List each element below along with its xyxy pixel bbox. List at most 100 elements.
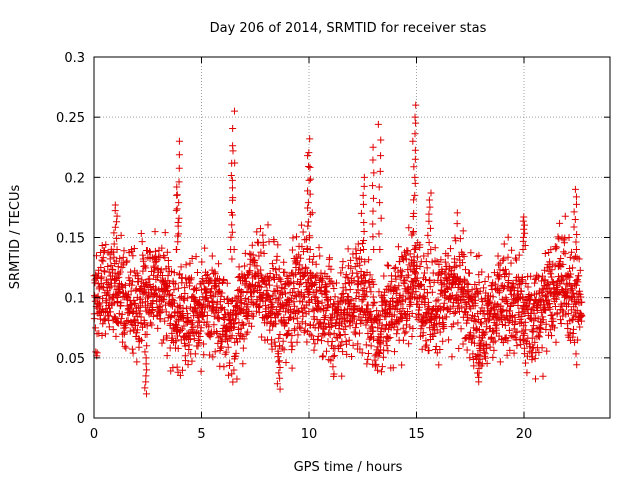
data-point bbox=[156, 302, 164, 310]
data-point bbox=[102, 241, 110, 249]
data-point bbox=[110, 229, 118, 237]
data-point bbox=[178, 325, 186, 333]
data-point bbox=[573, 230, 581, 238]
data-point bbox=[444, 277, 452, 285]
data-point bbox=[288, 364, 296, 372]
data-point bbox=[513, 342, 521, 350]
data-point bbox=[189, 323, 197, 331]
data-point bbox=[329, 280, 337, 288]
data-point bbox=[266, 326, 274, 334]
data-point bbox=[569, 264, 577, 272]
data-point bbox=[256, 225, 264, 233]
data-point bbox=[451, 258, 459, 266]
data-point bbox=[514, 284, 522, 292]
data-point bbox=[118, 282, 126, 290]
data-point bbox=[377, 368, 385, 376]
data-point bbox=[148, 286, 156, 294]
data-point bbox=[299, 228, 307, 236]
data-point bbox=[275, 334, 283, 342]
data-point bbox=[96, 299, 104, 307]
data-point bbox=[268, 260, 276, 268]
data-point bbox=[280, 258, 288, 266]
data-point bbox=[412, 288, 420, 296]
data-point bbox=[343, 305, 351, 313]
data-point bbox=[317, 284, 325, 292]
data-point bbox=[174, 238, 182, 246]
data-point bbox=[377, 292, 385, 300]
data-point bbox=[401, 329, 409, 337]
data-point bbox=[396, 273, 404, 281]
data-point bbox=[344, 245, 352, 253]
data-point bbox=[346, 286, 354, 294]
data-point bbox=[228, 332, 236, 340]
data-point bbox=[134, 319, 142, 327]
data-point bbox=[391, 284, 399, 292]
data-point bbox=[91, 279, 99, 287]
data-point bbox=[195, 339, 203, 347]
data-point bbox=[343, 350, 351, 358]
data-point bbox=[117, 231, 125, 239]
data-point bbox=[178, 274, 186, 282]
data-point bbox=[117, 318, 125, 326]
data-point bbox=[165, 263, 173, 271]
data-point bbox=[561, 250, 569, 258]
data-point bbox=[128, 345, 136, 353]
data-point bbox=[198, 258, 206, 266]
data-point bbox=[362, 292, 370, 300]
data-point bbox=[157, 266, 165, 274]
data-point bbox=[217, 344, 225, 352]
data-point bbox=[375, 230, 383, 238]
data-point bbox=[357, 320, 365, 328]
data-point bbox=[230, 320, 238, 328]
data-point bbox=[504, 253, 512, 261]
data-point bbox=[494, 301, 502, 309]
data-point bbox=[540, 298, 548, 306]
x-tick-label: 0 bbox=[90, 427, 98, 442]
data-point bbox=[352, 250, 360, 258]
data-point bbox=[411, 191, 419, 199]
data-point bbox=[331, 293, 339, 301]
data-point bbox=[228, 221, 236, 229]
data-point bbox=[131, 299, 139, 307]
data-point bbox=[488, 334, 496, 342]
data-point bbox=[398, 252, 406, 260]
data-point bbox=[167, 301, 175, 309]
data-point bbox=[284, 274, 292, 282]
data-point bbox=[239, 288, 247, 296]
data-point bbox=[220, 363, 228, 371]
data-point bbox=[215, 260, 223, 268]
data-point bbox=[305, 149, 313, 157]
data-point bbox=[548, 266, 556, 274]
data-point bbox=[113, 218, 121, 226]
data-point bbox=[105, 323, 113, 331]
data-point bbox=[370, 246, 378, 254]
data-point bbox=[427, 246, 435, 254]
data-point bbox=[361, 258, 369, 266]
data-point bbox=[407, 298, 415, 306]
data-point bbox=[138, 238, 146, 246]
data-point bbox=[569, 289, 577, 297]
data-point bbox=[342, 323, 350, 331]
data-point bbox=[111, 314, 119, 322]
data-point bbox=[298, 265, 306, 273]
data-point bbox=[576, 266, 584, 274]
data-point bbox=[359, 200, 367, 208]
data-point bbox=[448, 353, 456, 361]
data-point bbox=[129, 252, 137, 260]
data-point bbox=[172, 206, 180, 214]
data-point bbox=[445, 336, 453, 344]
data-point bbox=[498, 320, 506, 328]
data-point bbox=[410, 163, 418, 171]
data-point bbox=[370, 298, 378, 306]
data-point bbox=[566, 273, 574, 281]
data-point bbox=[386, 334, 394, 342]
data-point bbox=[369, 293, 377, 301]
data-point bbox=[172, 246, 180, 254]
data-point bbox=[362, 305, 370, 313]
data-point bbox=[127, 287, 135, 295]
data-point bbox=[496, 266, 504, 274]
data-point bbox=[113, 212, 121, 220]
data-point bbox=[372, 360, 380, 368]
data-point bbox=[312, 293, 320, 301]
data-point bbox=[244, 303, 252, 311]
